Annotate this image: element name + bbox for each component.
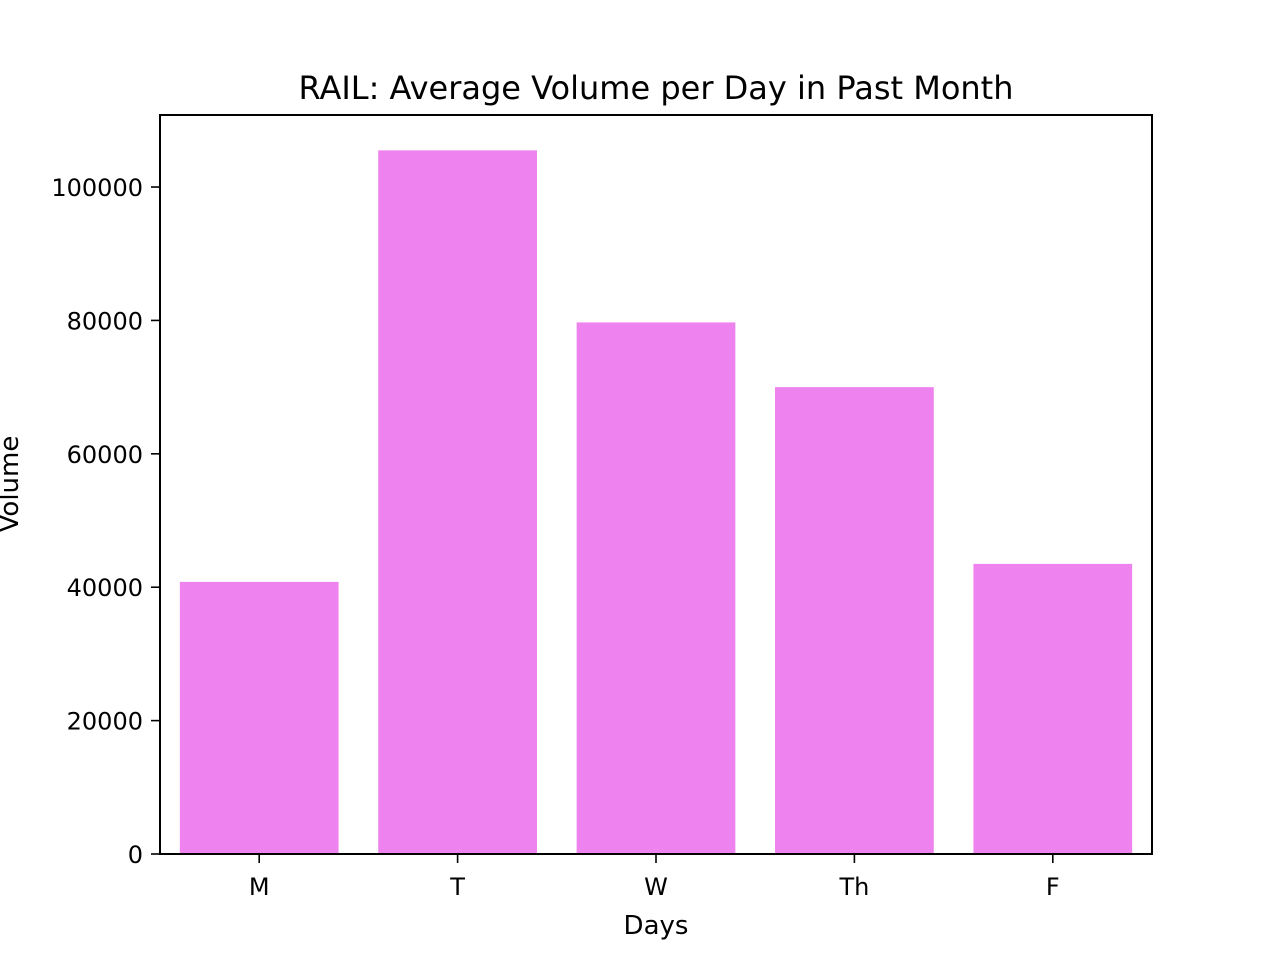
y-tick-label-20000: 20000 [67, 708, 143, 736]
bar-m [179, 581, 339, 854]
y-tick-label-80000: 80000 [67, 307, 143, 335]
bar-th [775, 387, 934, 854]
chart-title: RAIL: Average Volume per Day in Past Mon… [299, 69, 1014, 107]
y-axis-label: Volume [0, 436, 25, 533]
y-tick-label-100000: 100000 [51, 174, 143, 202]
x-tick-label-f: F [1046, 873, 1060, 901]
y-axis-ticks: 0 20000 40000 60000 80000 100000 [51, 174, 160, 869]
x-tick-label-th: Th [838, 873, 869, 901]
bars-group [179, 150, 1133, 855]
axes-frame [159, 114, 1153, 855]
bar-t [378, 150, 537, 855]
y-tick-label-0: 0 [128, 841, 143, 869]
x-tick-label-w: W [644, 873, 668, 901]
y-tick-label-40000: 40000 [67, 574, 143, 602]
x-tick-label-t: T [449, 873, 465, 901]
y-tick-label-60000: 60000 [67, 441, 143, 469]
bar-w [576, 322, 736, 855]
bar-f [973, 563, 1133, 854]
x-tick-label-m: M [249, 873, 270, 901]
x-axis-label: Days [624, 911, 689, 941]
x-axis-ticks: M T W Th F [249, 854, 1060, 901]
